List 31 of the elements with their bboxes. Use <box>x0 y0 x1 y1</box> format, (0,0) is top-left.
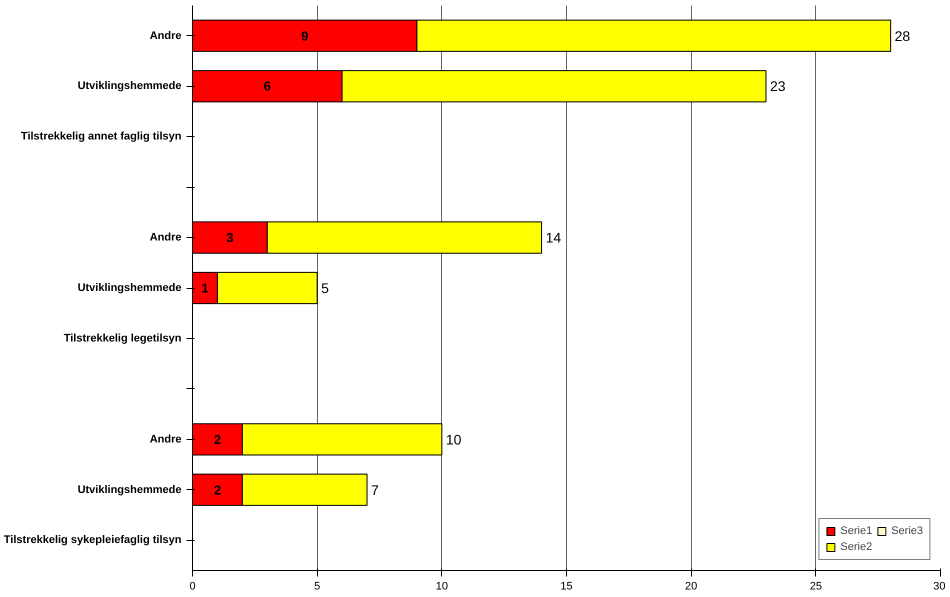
total-label: 28 <box>894 28 910 44</box>
y-tick-label: Utviklingshemmede <box>78 484 182 496</box>
legend-label: Serie3 <box>891 525 923 537</box>
x-tick-label: 10 <box>436 580 448 592</box>
y-tick-label: Utviklingshemmede <box>78 80 182 92</box>
total-label: 7 <box>371 482 380 498</box>
y-tick-label: Utviklingshemmede <box>78 282 182 294</box>
data-label: 6 <box>264 78 271 94</box>
y-tick-label: Andre <box>150 30 182 42</box>
data-label: 2 <box>214 482 222 498</box>
x-tick-label: 20 <box>685 580 698 592</box>
data-label: 2 <box>214 432 222 447</box>
total-label: 23 <box>770 78 786 94</box>
data-label: 3 <box>226 230 234 246</box>
data-label: 1 <box>201 280 209 296</box>
data-label: 9 <box>301 28 308 44</box>
x-tick-label: 30 <box>933 580 946 592</box>
y-tick-label: Andre <box>150 433 182 446</box>
total-label: 10 <box>446 431 462 448</box>
x-tick-label: 5 <box>314 580 320 592</box>
y-tick-label: Tilstrekkelig sykepleiefaglig tilsyn <box>4 534 182 546</box>
x-tick-label: 15 <box>560 580 573 592</box>
legend-label: Serie2 <box>840 541 872 553</box>
y-tick-label: Tilstrekkelig annet faglig tilsyn <box>20 130 182 143</box>
total-label: 5 <box>321 280 330 296</box>
y-tick-label: Tilstrekkelig legetilsyn <box>64 332 182 344</box>
legend-label: Serie1 <box>840 525 872 537</box>
x-tick-label: 0 <box>189 580 196 592</box>
x-tick-label: 25 <box>810 580 822 592</box>
y-tick-label: Andre <box>150 232 182 244</box>
total-label: 14 <box>546 230 562 246</box>
